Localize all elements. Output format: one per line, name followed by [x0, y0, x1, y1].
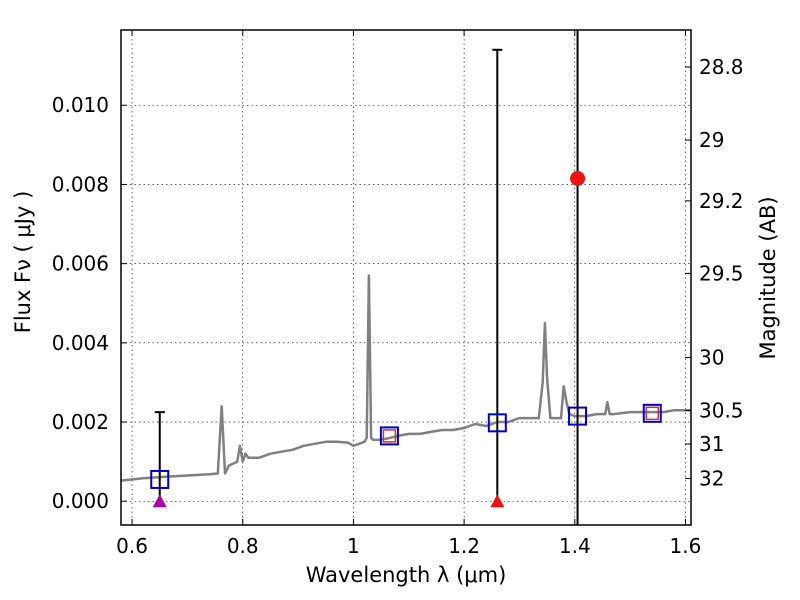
x-tick-label: 0.6 [116, 534, 148, 558]
y2-tick-label: 30 [699, 345, 724, 369]
axis-ticks [121, 30, 691, 525]
x-tick-label: 1.4 [559, 534, 591, 558]
y-tick-label: 0.006 [52, 252, 109, 276]
model-inner-marker [382, 429, 397, 443]
model-inner-marker [645, 406, 660, 421]
plot-frame [120, 29, 692, 526]
x-tick-label: 1.6 [670, 534, 702, 558]
y-tick-label: 0.004 [52, 331, 109, 355]
y-tick-label: 0.010 [52, 93, 109, 117]
y2-tick-label: 29.5 [699, 261, 744, 285]
y-tick-label: 0.000 [52, 489, 109, 513]
upper-limit-triangle [490, 494, 505, 508]
x-axis-title: Wavelength λ (μm) [306, 563, 507, 587]
spectrum-series [121, 274, 691, 482]
spectrum-line [121, 274, 691, 482]
y-tick-label: 0.002 [52, 410, 109, 434]
upper-limit-triangle [152, 494, 167, 508]
y2-tick-label: 28.8 [699, 55, 744, 79]
detection-point [570, 171, 586, 186]
x-tick-label: 0.8 [227, 534, 259, 558]
y2-tick-label: 31 [699, 432, 724, 456]
y-tick-label: 0.008 [52, 172, 109, 196]
y-axis-title: Flux Fν ( μJy ) [11, 191, 35, 334]
model-square [150, 469, 170, 489]
y2-tick-label: 29.2 [699, 189, 744, 213]
model-square [642, 403, 662, 423]
y2-tick-label: 29 [699, 128, 724, 152]
data-points [150, 30, 662, 525]
x-tick-label: 1.2 [448, 534, 480, 558]
model-square [487, 413, 507, 433]
y2-tick-label: 32 [699, 466, 724, 490]
grid-lines [121, 30, 691, 525]
y2-tick-label: 30.5 [699, 399, 744, 423]
model-square [568, 406, 588, 426]
tick-labels: 0.6 0.8 1 1.2 1.4 1.6 0.000 0.002 0.004 0.006 0.00… [52, 55, 744, 558]
model-square [379, 426, 399, 446]
y2-axis-title: Magnitude (AB) [756, 196, 780, 359]
x-tick-label: 1 [347, 534, 360, 558]
